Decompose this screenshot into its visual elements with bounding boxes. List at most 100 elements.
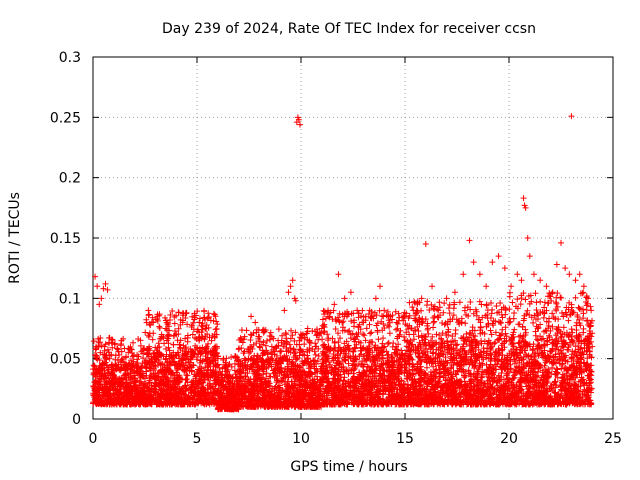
band-point <box>93 379 100 386</box>
scatter-point <box>149 336 156 343</box>
y-tick-label: 0 <box>72 412 81 428</box>
band-point <box>136 373 143 380</box>
scatter-point <box>366 321 373 328</box>
band-point <box>96 366 103 373</box>
scatter-point <box>161 340 168 347</box>
band-point <box>92 373 99 380</box>
band-point <box>126 393 133 400</box>
band-point <box>126 376 133 383</box>
band-point <box>109 371 116 378</box>
band-point <box>132 401 139 408</box>
band-point <box>90 390 97 397</box>
scatter-point <box>393 326 400 333</box>
x-tick-label: 10 <box>292 431 310 447</box>
band-point <box>379 355 386 362</box>
x-axis-ticks: 0 5 10 15 20 25 <box>89 57 622 447</box>
band-point <box>93 371 100 378</box>
band-point <box>115 394 122 401</box>
scatter-point <box>363 325 370 332</box>
band-point <box>92 380 99 387</box>
scatter-point <box>380 335 387 342</box>
band-point <box>131 400 138 407</box>
scatter-point <box>130 339 137 346</box>
band-point <box>90 366 97 373</box>
band-point <box>129 393 136 400</box>
band-point <box>128 387 135 394</box>
band-point <box>105 375 112 382</box>
band-point <box>127 373 134 380</box>
scatter-point <box>301 341 308 348</box>
scatter-point <box>361 332 368 339</box>
band-point <box>108 379 115 386</box>
scatter-point <box>228 354 235 361</box>
data-points <box>90 113 596 413</box>
scatter-point <box>235 346 242 353</box>
y-tick-label: 0.15 <box>50 231 81 247</box>
scatter-point <box>301 352 308 359</box>
band-point <box>116 375 123 382</box>
band-point <box>137 365 144 372</box>
band-point <box>102 383 109 390</box>
band-point <box>131 378 138 385</box>
scatter-point <box>135 353 142 360</box>
y-tick-label: 0.25 <box>50 110 81 126</box>
band-point <box>103 380 110 387</box>
band-point <box>124 370 131 377</box>
scatter-point <box>386 323 393 330</box>
scatter-point <box>121 345 128 352</box>
y-tick-label: 0.3 <box>59 50 81 66</box>
band-point <box>92 394 99 401</box>
band-point <box>125 382 132 389</box>
scatter-point <box>171 320 178 327</box>
scatter-point <box>378 312 385 319</box>
scatter-point <box>214 321 221 328</box>
band-point <box>136 379 143 386</box>
y-tick-label: 0.1 <box>59 291 81 307</box>
band-point <box>107 396 114 403</box>
scatter-point <box>175 309 182 316</box>
band-point <box>134 396 141 403</box>
scatter-point <box>346 327 353 334</box>
band-point <box>134 387 141 394</box>
scatter-point <box>117 342 124 349</box>
scatter-point <box>380 313 387 320</box>
x-tick-label: 25 <box>604 431 622 447</box>
x-tick-label: 15 <box>396 431 414 447</box>
scatter-point <box>247 331 254 338</box>
band-point <box>90 362 97 369</box>
y-tick-label: 0.05 <box>50 352 81 368</box>
scatter-point <box>340 318 347 325</box>
scatter-point <box>375 336 382 343</box>
scatter-point <box>282 331 289 338</box>
scatter-point <box>312 351 319 358</box>
scatter-point <box>385 339 392 346</box>
scatter-point <box>367 330 374 337</box>
scatter-point <box>212 326 219 333</box>
band-point <box>121 366 128 373</box>
band-point <box>107 386 114 393</box>
band-point <box>110 374 117 381</box>
scatter-point <box>142 329 149 336</box>
scatter-point <box>368 329 375 336</box>
x-tick-label: 5 <box>193 431 202 447</box>
scatter-point <box>243 327 250 334</box>
scatter-point <box>319 316 326 323</box>
y-tick-label: 0.2 <box>59 171 81 187</box>
scatter-point <box>348 318 355 325</box>
scatter-point <box>156 325 163 332</box>
band-point <box>100 392 107 399</box>
scatter-point <box>213 325 220 332</box>
scatter-point <box>145 307 152 314</box>
scatter-point <box>319 336 326 343</box>
band-point <box>116 401 123 408</box>
band-point <box>111 381 118 388</box>
band-point <box>92 399 99 406</box>
band-point <box>115 378 122 385</box>
band-point <box>122 401 129 408</box>
band-point <box>122 379 129 386</box>
scatter-point <box>156 323 163 330</box>
band-point <box>115 389 122 396</box>
scatter-point <box>289 332 296 339</box>
scatter-point <box>146 311 153 318</box>
